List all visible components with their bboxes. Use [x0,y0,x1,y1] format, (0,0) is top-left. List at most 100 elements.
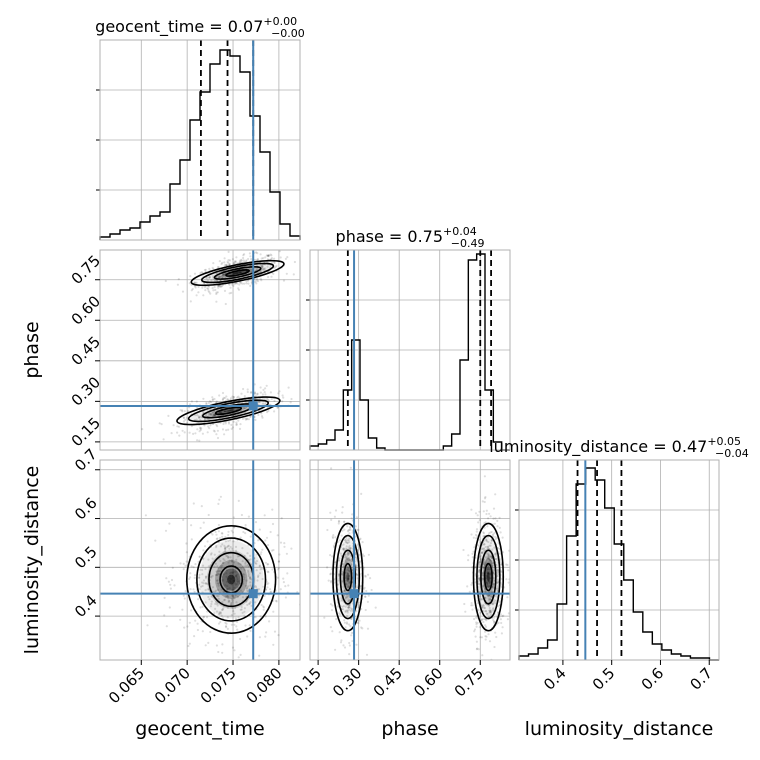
sample-point [201,573,204,576]
sample-point [198,426,202,429]
sample-point [218,612,221,615]
sample-point [479,558,483,562]
contour-3 [332,522,364,632]
sample-point [179,618,182,621]
sample-point [488,606,491,610]
sample-point [343,538,346,542]
sample-point [243,253,246,256]
sample-point [478,578,481,582]
sample-point [345,621,348,624]
sample-point [482,577,485,581]
sample-point [487,556,490,559]
sample-point [285,552,288,555]
sample-point [256,258,259,261]
sample-point [242,254,245,257]
sample-point [473,546,476,549]
sample-point [264,393,267,396]
sample-point [485,540,488,543]
title-text: phase = 0.75+0.04 −0.49 [336,225,485,250]
sample-point [219,285,222,288]
sample-point [370,588,373,592]
sample-point [185,551,188,554]
sample-point [286,256,289,259]
sample-point [364,575,367,578]
sample-point [491,561,494,565]
sample-point [221,608,224,611]
x-tick-label: 0.080 [243,664,286,707]
sample-point [223,544,226,548]
sample-point [186,625,189,628]
sample-point [348,574,351,577]
sample-point [179,562,182,565]
sample-point [197,291,200,294]
sample-point [250,391,253,394]
sample-point [217,523,220,527]
sample-point [344,559,347,562]
sample-point [487,567,490,571]
sample-point [223,257,226,260]
sample-point [242,259,245,262]
contour-1 [480,549,497,605]
sample-point [346,530,349,533]
sample-point [228,263,231,266]
sample-point [488,582,491,585]
sample-point [494,493,497,496]
contour-3 [472,522,505,632]
sample-point [482,532,485,535]
sample-point [485,509,488,512]
sample-point [496,581,499,584]
sample-point [199,568,202,571]
sample-point [226,260,229,263]
sample-point [494,553,497,556]
sample-point [500,563,503,566]
sample-point [507,581,510,584]
sample-point [227,428,230,431]
sample-point [486,581,489,584]
sample-point [470,533,473,536]
sample-point [217,284,220,287]
sample-point [346,557,349,561]
sample-point [236,579,239,582]
sample-point [226,546,229,549]
sample-point [246,635,249,638]
sample-point [219,612,222,615]
sample-point [200,585,203,588]
sample-point [473,617,476,621]
sample-point [484,635,487,638]
sample-point [334,509,338,512]
sample-point [233,623,236,626]
sample-point [505,578,508,581]
sample-point [339,613,342,616]
sample-point [204,589,207,592]
sample-point [226,606,229,609]
sample-point [249,629,252,633]
sample-point [512,557,514,559]
sample-point [365,589,368,593]
y-tick-label: 0.75 [68,252,104,288]
sample-point [230,409,233,412]
sample-point [481,500,484,503]
sample-point [484,624,487,627]
sample-point [183,626,186,629]
sample-point [492,533,495,536]
sample-point [230,598,233,601]
sample-point [488,640,492,643]
sample-point [342,605,345,608]
sample-point [223,547,227,550]
sample-point [231,571,234,574]
sample-point [201,584,204,588]
sample-point [355,564,358,567]
sample-point [290,547,293,550]
sample-point [231,560,234,563]
sample-point [211,533,214,536]
sample-point [491,548,494,551]
sample-point [256,277,259,280]
sample-point [486,583,489,586]
sample-point [330,467,333,470]
sample-point [235,421,238,424]
sample-point [258,636,261,639]
sample-point [218,276,221,279]
sample-point [205,401,208,405]
sample-point [266,398,269,401]
sample-point [271,549,274,552]
